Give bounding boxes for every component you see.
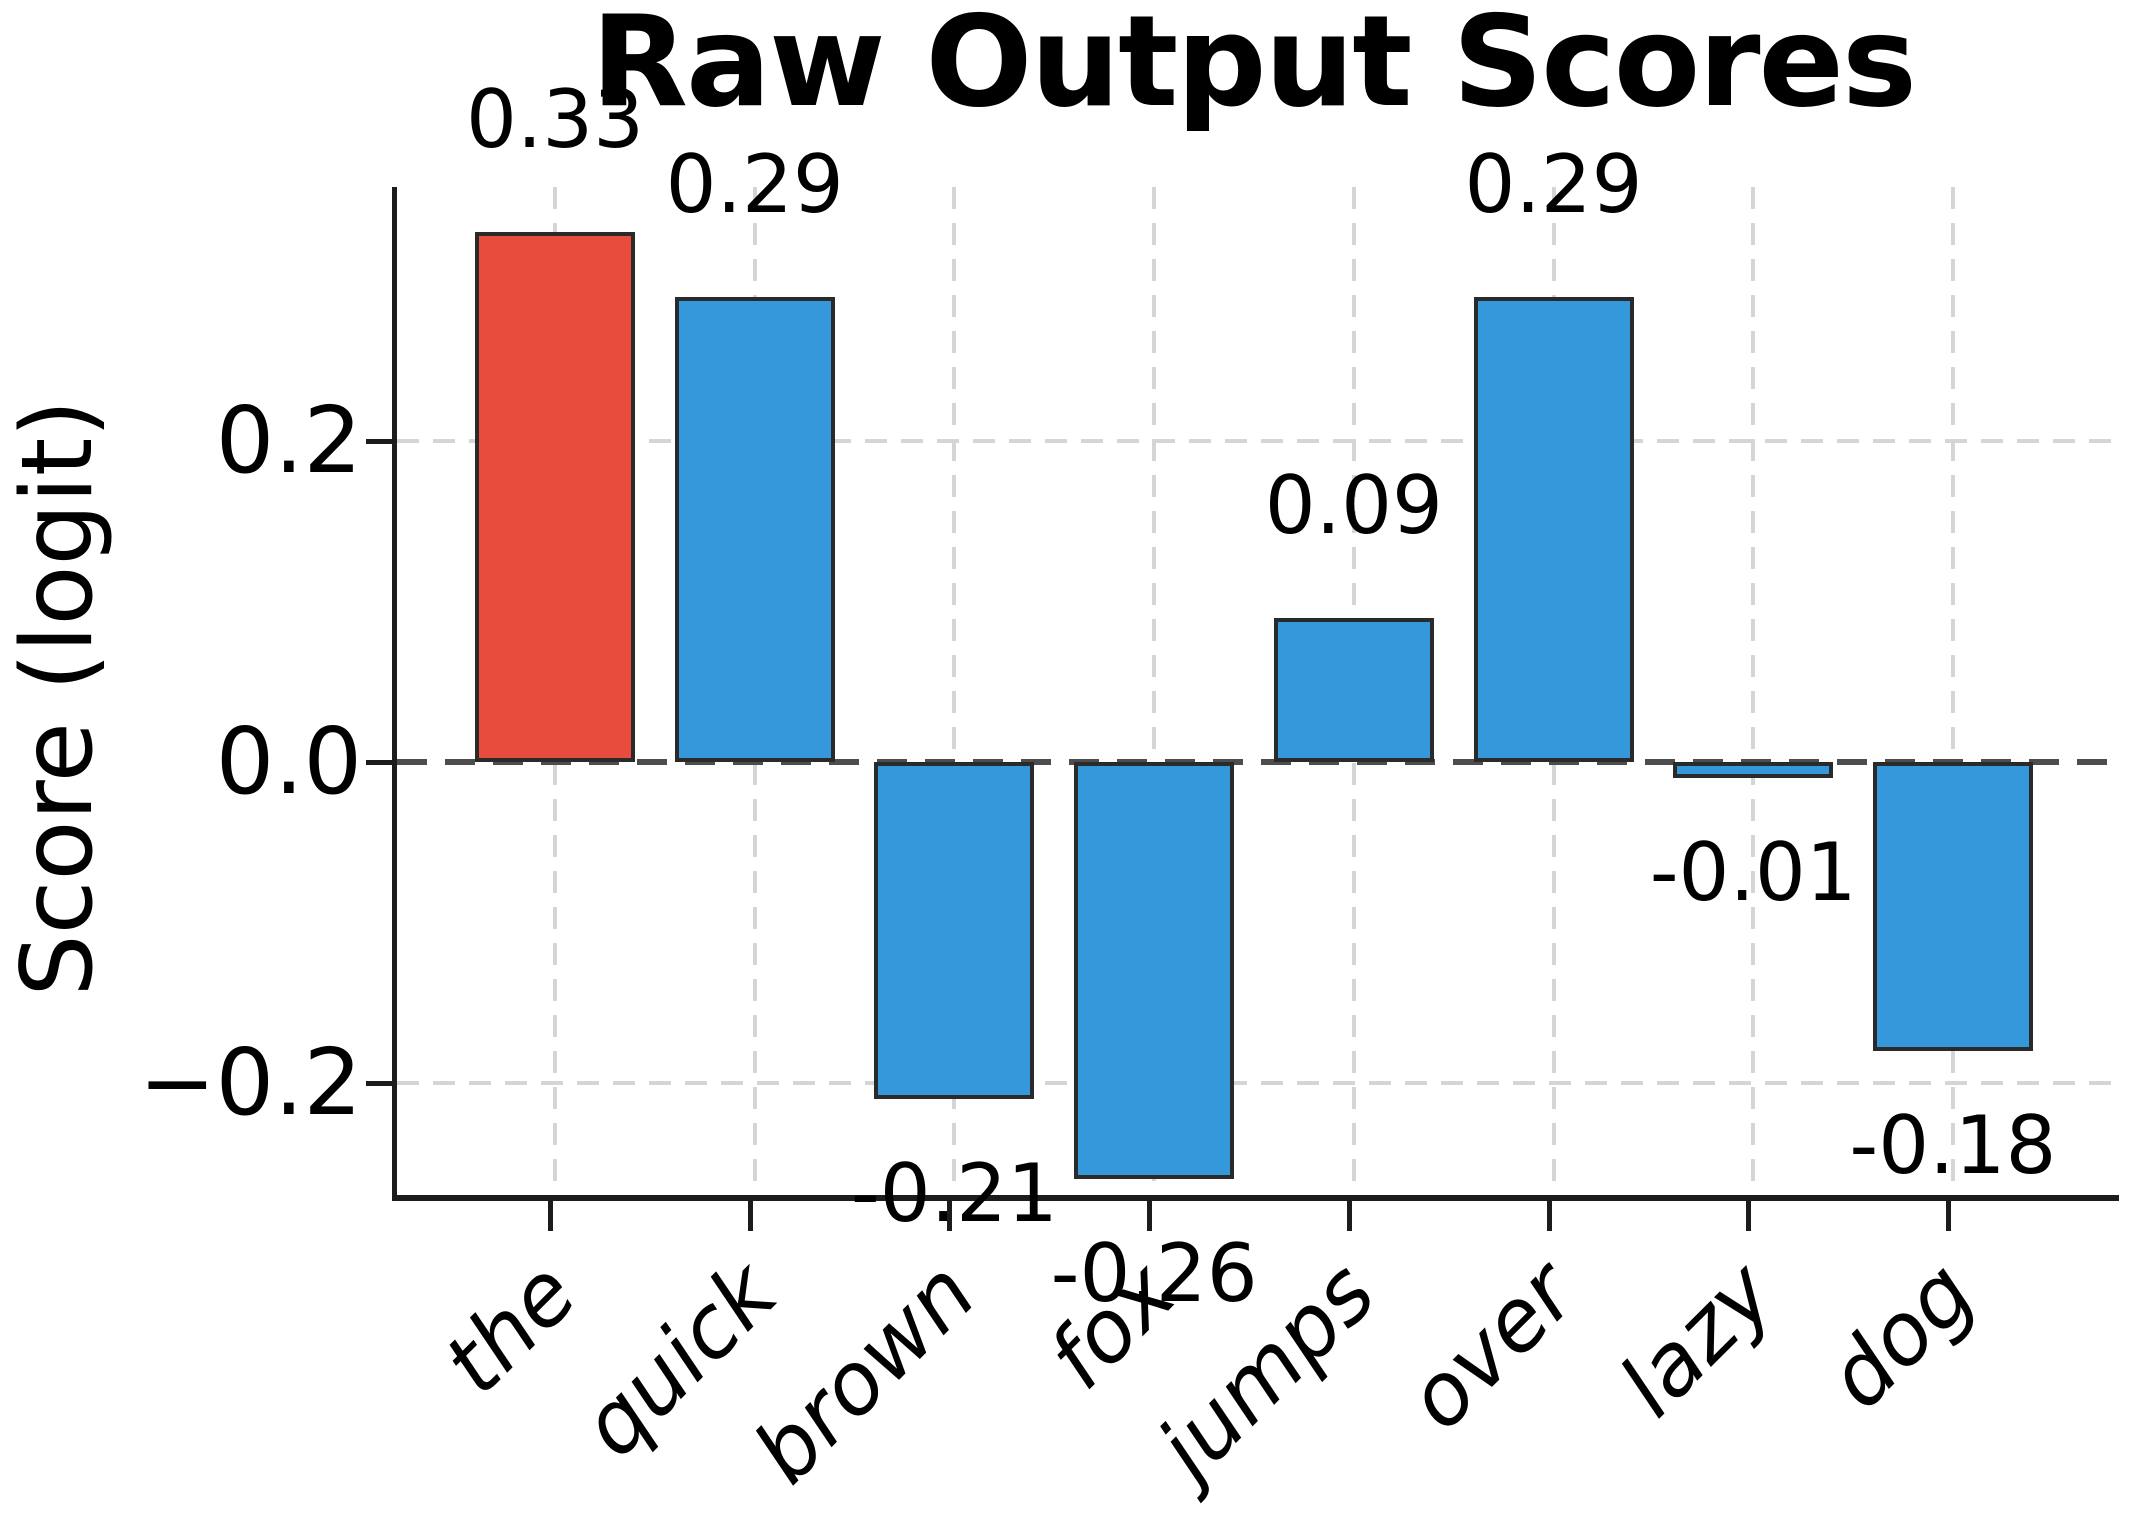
h-gridline <box>397 439 2119 443</box>
bar <box>1673 762 1834 779</box>
y-tick-label: 0.2 <box>215 387 362 494</box>
bar <box>475 232 635 762</box>
v-gridline <box>1950 187 1955 1195</box>
zero-line <box>397 759 2119 765</box>
x-tick-mark <box>1546 1201 1552 1231</box>
bar <box>1473 296 1634 762</box>
x-tick-mark <box>947 1201 953 1231</box>
bar <box>674 296 835 762</box>
bar-value-label: -0.18 <box>1849 1098 2057 1192</box>
x-tick-mark <box>548 1201 553 1231</box>
x-tick-mark <box>1945 1201 1951 1231</box>
bar <box>874 762 1035 1100</box>
plot-area: 0.33 0.29 -0.21 -0.26 0.09 0.29 -0.01 -0.18 <box>392 80 2119 1314</box>
chart-title: Raw Output Scores <box>591 0 1917 135</box>
y-tick-mark <box>366 760 392 765</box>
bar-value-label: 0.33 <box>465 73 645 167</box>
y-tick-mark <box>366 439 392 444</box>
h-gridline <box>397 1081 2119 1085</box>
x-tick-mark <box>1147 1201 1153 1231</box>
x-tick-mark <box>1746 1201 1752 1231</box>
bar-value-label: -0.26 <box>1050 1227 1258 1321</box>
bar-value-label: 0.29 <box>1464 137 1643 231</box>
bar <box>1273 617 1434 762</box>
bar-value-label: 0.09 <box>1264 458 1443 552</box>
v-gridline <box>952 187 957 1195</box>
y-tick-label: 0.0 <box>215 708 362 815</box>
bar-value-label: -0.21 <box>850 1147 1058 1241</box>
x-tick-mark <box>1346 1201 1352 1231</box>
x-tick-mark <box>747 1201 753 1231</box>
v-gridline <box>1152 187 1157 1195</box>
bar <box>1074 762 1235 1180</box>
bar <box>1872 762 2033 1051</box>
v-gridline <box>1751 187 1756 1195</box>
bar-value-label: 0.29 <box>665 137 844 231</box>
y-tick-mark <box>366 1081 392 1086</box>
y-tick-label: −0.2 <box>138 1029 362 1136</box>
bar-value-label: -0.01 <box>1649 826 1857 920</box>
